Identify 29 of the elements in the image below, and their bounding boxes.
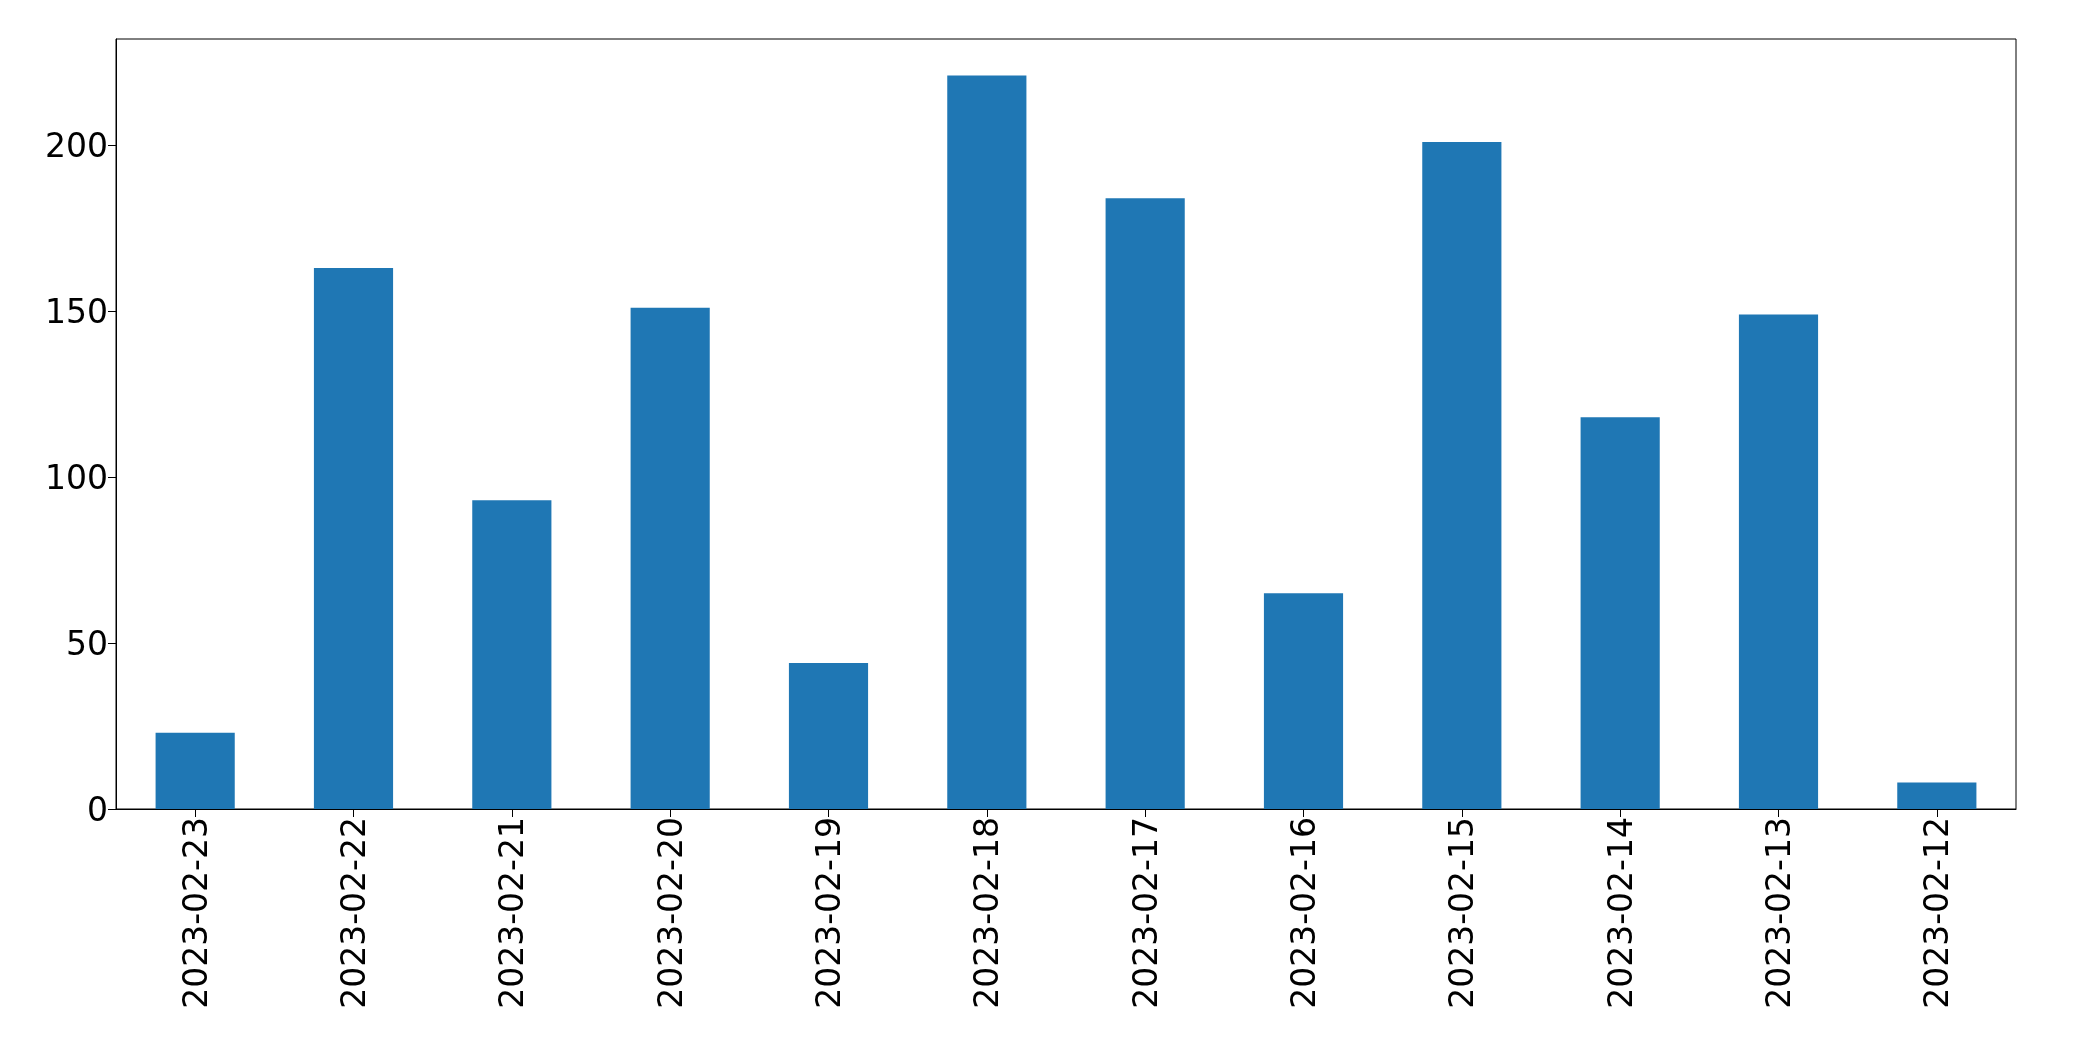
x-tick-label: 2023-02-12 <box>1917 817 1957 1009</box>
bar <box>1897 782 1977 809</box>
bar <box>472 500 552 809</box>
bar <box>1263 593 1344 809</box>
x-tick-label: 2023-02-22 <box>334 817 373 1009</box>
bar <box>1738 314 1819 809</box>
x-tick-label: 2023-02-16 <box>1284 817 1323 1009</box>
bar <box>630 307 710 809</box>
x-tick-label: 2023-02-23 <box>175 817 215 1009</box>
x-tick-label: 2023-02-19 <box>809 817 848 1009</box>
x-tick-label: 2023-02-18 <box>967 817 1007 1009</box>
x-tick-label: 2023-02-21 <box>492 817 532 1009</box>
y-tick-label: 0 <box>87 789 108 829</box>
y-tick-label: 100 <box>45 457 108 497</box>
x-tick-label: 2023-02-13 <box>1759 817 1798 1009</box>
y-tick-label: 50 <box>66 623 108 663</box>
x-tick-label: 2023-02-20 <box>650 817 690 1009</box>
bar <box>1580 417 1660 809</box>
bar <box>155 732 235 809</box>
x-tick-label: 2023-02-17 <box>1125 817 1165 1009</box>
bar <box>788 662 869 809</box>
bar <box>1422 141 1502 809</box>
y-tick-label: 200 <box>45 125 108 165</box>
y-tick-label: 150 <box>45 291 108 331</box>
x-tick-label: 2023-02-14 <box>1600 817 1640 1009</box>
bar <box>947 75 1027 809</box>
bar <box>1105 198 1185 809</box>
bar <box>313 268 394 809</box>
x-tick-label: 2023-02-15 <box>1442 817 1482 1009</box>
